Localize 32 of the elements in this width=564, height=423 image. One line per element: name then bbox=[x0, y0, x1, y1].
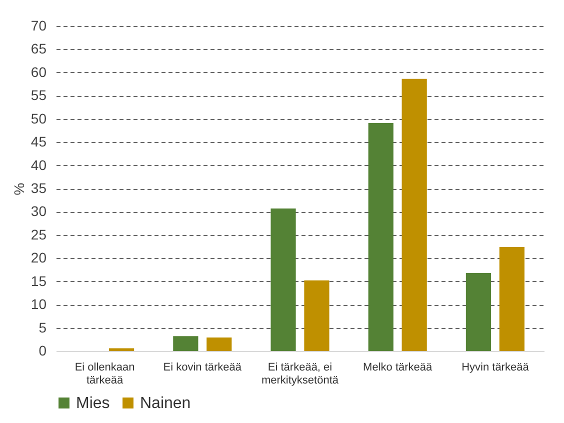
bar bbox=[499, 247, 524, 351]
bar bbox=[304, 280, 330, 351]
y-tick-label: 65 bbox=[30, 40, 47, 57]
bar bbox=[402, 78, 427, 351]
y-tick-label: 55 bbox=[30, 87, 47, 104]
y-tick-label: 45 bbox=[30, 134, 47, 150]
y-tick-label: 60 bbox=[30, 64, 47, 80]
bar bbox=[270, 208, 296, 351]
y-tick-label: 10 bbox=[30, 296, 47, 312]
y-axis-title: % bbox=[10, 182, 27, 196]
bar bbox=[368, 123, 394, 351]
y-tick-label: 15 bbox=[30, 272, 47, 289]
x-tick-label: Ei ollenkaan tärkeää bbox=[74, 362, 135, 386]
x-tick-label: Melko tärkeää bbox=[363, 362, 434, 374]
y-tick-label: 35 bbox=[30, 180, 47, 196]
bar bbox=[206, 338, 232, 351]
legend-label: Mies bbox=[76, 395, 110, 412]
bar bbox=[466, 273, 492, 351]
bar bbox=[173, 336, 198, 351]
bar bbox=[108, 348, 134, 351]
y-tick-label: 20 bbox=[30, 250, 47, 266]
x-tick-label: Hyvin tärkeää bbox=[462, 362, 530, 374]
y-tick-label: 0 bbox=[38, 342, 47, 358]
y-tick-label: 40 bbox=[30, 156, 47, 173]
y-tick-label: 30 bbox=[30, 203, 47, 220]
y-tick-label: 5 bbox=[38, 319, 47, 336]
x-tick-label: Ei tärkeää, ei merkityksetöntä bbox=[261, 362, 340, 386]
y-tick-label: 25 bbox=[30, 226, 47, 242]
y-tick-label: 70 bbox=[30, 18, 47, 34]
x-tick-label: Ei kovin tärkeää bbox=[163, 362, 242, 374]
legend-label: Nainen bbox=[140, 395, 191, 412]
y-tick-label: 50 bbox=[30, 110, 47, 126]
